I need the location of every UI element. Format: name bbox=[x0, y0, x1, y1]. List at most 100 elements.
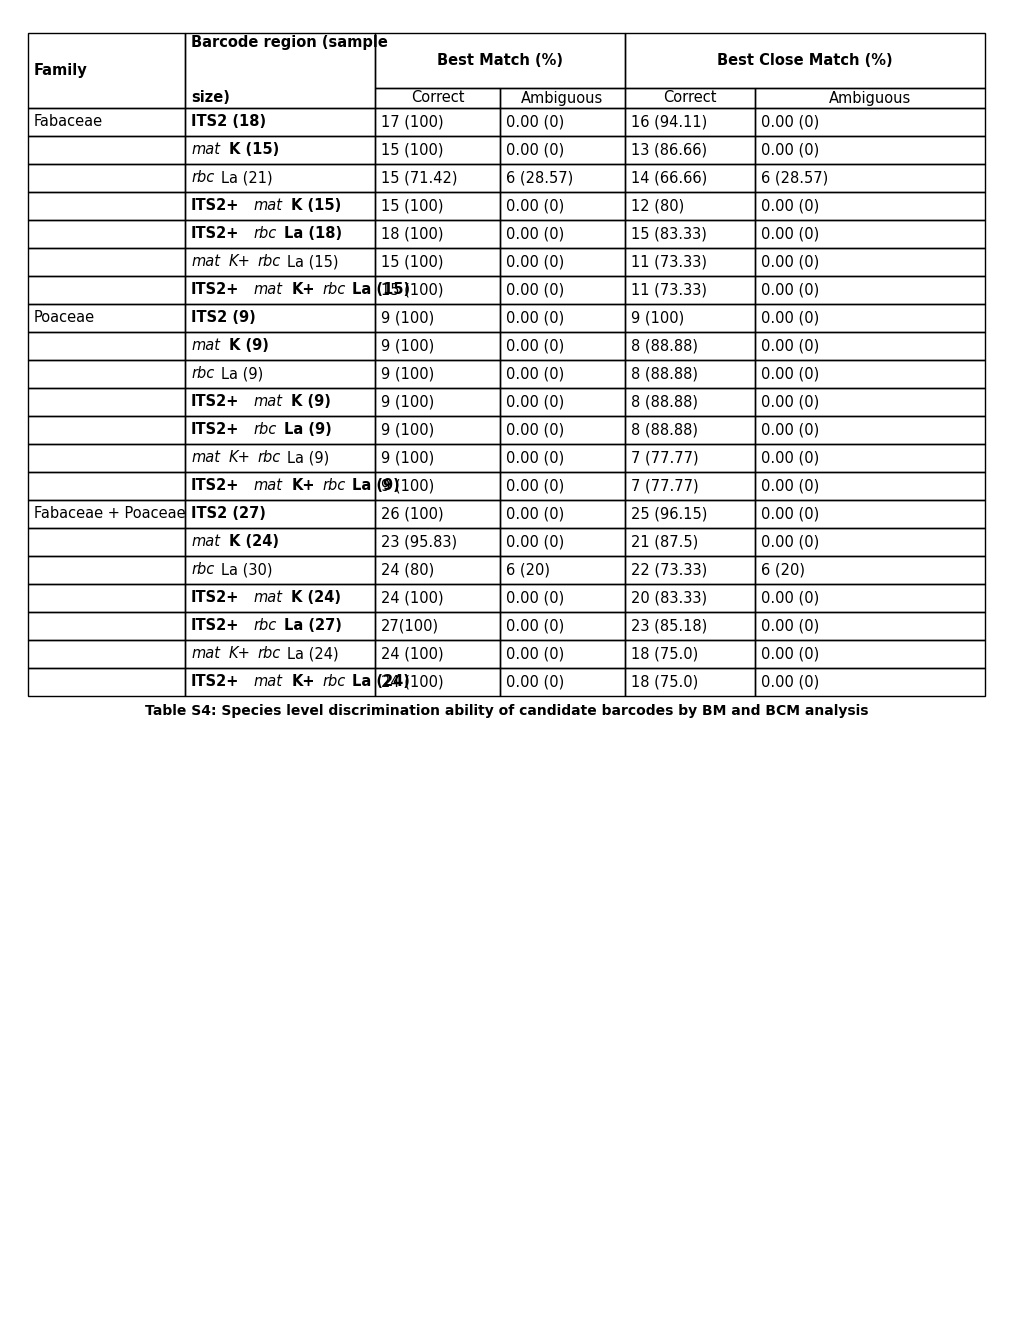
Text: mat: mat bbox=[254, 675, 282, 689]
Text: mat: mat bbox=[191, 450, 220, 466]
Bar bbox=[184, 248, 375, 276]
Text: 0.00 (0): 0.00 (0) bbox=[505, 395, 564, 409]
Text: 16 (94.11): 16 (94.11) bbox=[631, 115, 706, 129]
Text: La (15): La (15) bbox=[287, 255, 338, 269]
Text: 6 (20): 6 (20) bbox=[505, 562, 549, 578]
Text: mat: mat bbox=[254, 590, 282, 606]
Text: 0.00 (0): 0.00 (0) bbox=[760, 395, 818, 409]
Text: 11 (73.33): 11 (73.33) bbox=[631, 255, 706, 269]
Text: mat: mat bbox=[191, 255, 220, 269]
Text: La (21): La (21) bbox=[221, 170, 272, 186]
Text: 0.00 (0): 0.00 (0) bbox=[505, 479, 564, 494]
Bar bbox=[184, 360, 375, 388]
Bar bbox=[625, 248, 754, 276]
Bar bbox=[184, 640, 375, 668]
Text: 0.00 (0): 0.00 (0) bbox=[505, 338, 564, 354]
Bar bbox=[184, 33, 375, 108]
Bar bbox=[499, 220, 625, 248]
Text: La (9): La (9) bbox=[283, 422, 331, 437]
Bar bbox=[375, 556, 499, 583]
Text: La (9): La (9) bbox=[221, 367, 263, 381]
Text: 0.00 (0): 0.00 (0) bbox=[505, 619, 564, 634]
Bar bbox=[375, 473, 499, 500]
Text: 25 (96.15): 25 (96.15) bbox=[631, 507, 707, 521]
Bar bbox=[375, 528, 499, 556]
Text: 23 (85.18): 23 (85.18) bbox=[631, 619, 706, 634]
Text: ITS2+: ITS2+ bbox=[191, 395, 239, 409]
Bar bbox=[625, 276, 754, 304]
Text: ITS2+: ITS2+ bbox=[191, 590, 239, 606]
Bar bbox=[499, 248, 625, 276]
Bar bbox=[499, 556, 625, 583]
Bar bbox=[625, 500, 754, 528]
Bar bbox=[499, 191, 625, 220]
Text: 27(100): 27(100) bbox=[381, 619, 439, 634]
Bar bbox=[28, 136, 184, 164]
Text: 8 (88.88): 8 (88.88) bbox=[631, 395, 697, 409]
Text: mat: mat bbox=[254, 282, 282, 297]
Bar bbox=[625, 136, 754, 164]
Bar bbox=[184, 108, 375, 136]
Bar bbox=[28, 304, 184, 333]
Text: 15 (100): 15 (100) bbox=[381, 198, 443, 214]
Text: ITS2 (18): ITS2 (18) bbox=[191, 115, 266, 129]
Bar bbox=[499, 583, 625, 612]
Text: 8 (88.88): 8 (88.88) bbox=[631, 422, 697, 437]
Bar bbox=[184, 444, 375, 473]
Text: rbc: rbc bbox=[257, 450, 280, 466]
Bar bbox=[499, 360, 625, 388]
Bar bbox=[499, 108, 625, 136]
Text: 0.00 (0): 0.00 (0) bbox=[505, 282, 564, 297]
Text: 0.00 (0): 0.00 (0) bbox=[505, 590, 564, 606]
Bar bbox=[625, 416, 754, 444]
Bar bbox=[375, 612, 499, 640]
Bar bbox=[375, 333, 499, 360]
Text: K (15): K (15) bbox=[228, 143, 278, 157]
Bar bbox=[499, 333, 625, 360]
Bar bbox=[754, 500, 984, 528]
Bar bbox=[375, 304, 499, 333]
Text: mat: mat bbox=[191, 535, 220, 549]
Text: 23 (95.83): 23 (95.83) bbox=[381, 535, 457, 549]
Text: Ambiguous: Ambiguous bbox=[521, 91, 603, 106]
Bar bbox=[184, 333, 375, 360]
Bar bbox=[184, 612, 375, 640]
Text: 18 (100): 18 (100) bbox=[381, 227, 443, 242]
Bar bbox=[754, 136, 984, 164]
Bar bbox=[375, 248, 499, 276]
Text: 15 (100): 15 (100) bbox=[381, 282, 443, 297]
Bar bbox=[28, 248, 184, 276]
Text: 15 (100): 15 (100) bbox=[381, 143, 443, 157]
Text: 0.00 (0): 0.00 (0) bbox=[760, 590, 818, 606]
Bar bbox=[375, 191, 499, 220]
Text: 0.00 (0): 0.00 (0) bbox=[760, 479, 818, 494]
Bar bbox=[375, 164, 499, 191]
Text: 0.00 (0): 0.00 (0) bbox=[760, 338, 818, 354]
Text: 8 (88.88): 8 (88.88) bbox=[631, 338, 697, 354]
Text: 6 (28.57): 6 (28.57) bbox=[505, 170, 573, 186]
Bar bbox=[625, 304, 754, 333]
Bar bbox=[754, 416, 984, 444]
Text: 20 (83.33): 20 (83.33) bbox=[631, 590, 706, 606]
Text: 11 (73.33): 11 (73.33) bbox=[631, 282, 706, 297]
Bar bbox=[28, 473, 184, 500]
Text: ITS2+: ITS2+ bbox=[191, 227, 239, 242]
Bar bbox=[754, 88, 984, 108]
Text: Correct: Correct bbox=[662, 91, 716, 106]
Bar bbox=[625, 388, 754, 416]
Text: size): size) bbox=[191, 91, 229, 106]
Bar bbox=[184, 416, 375, 444]
Bar bbox=[625, 640, 754, 668]
Bar bbox=[184, 388, 375, 416]
Bar bbox=[28, 220, 184, 248]
Bar bbox=[754, 304, 984, 333]
Text: 9 (100): 9 (100) bbox=[381, 422, 434, 437]
Bar bbox=[625, 191, 754, 220]
Text: 0.00 (0): 0.00 (0) bbox=[760, 675, 818, 689]
Text: rbc: rbc bbox=[191, 170, 214, 186]
Bar bbox=[754, 640, 984, 668]
Bar bbox=[499, 528, 625, 556]
Text: Correct: Correct bbox=[411, 91, 464, 106]
Text: K+: K+ bbox=[228, 647, 251, 661]
Text: mat: mat bbox=[254, 479, 282, 494]
